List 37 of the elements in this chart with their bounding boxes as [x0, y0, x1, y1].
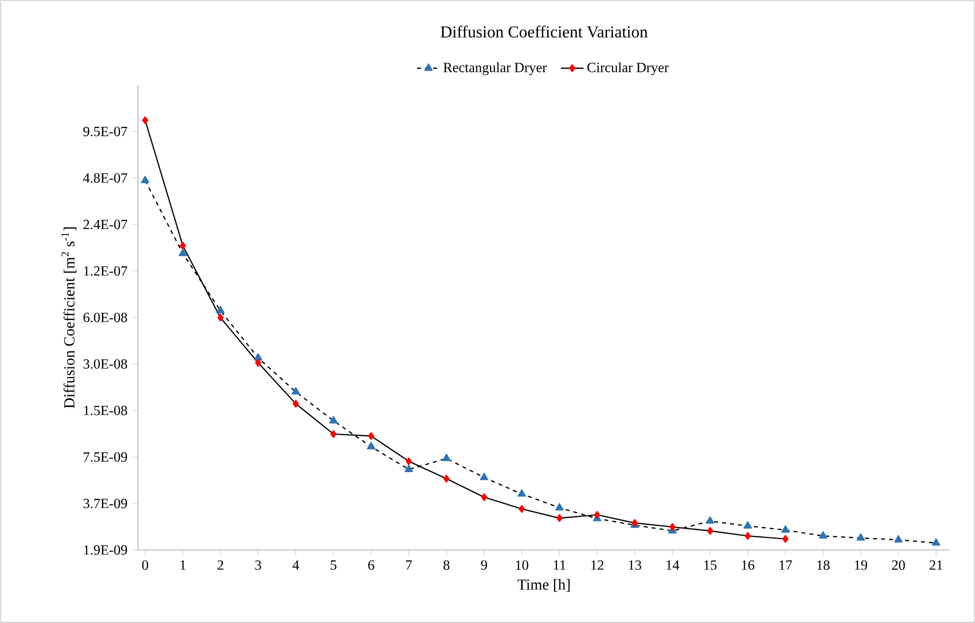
y-tick-label: 1.9E-09 [84, 545, 128, 555]
x-tick-label: 3 [255, 560, 262, 570]
y-tick-label: 4.8E-07 [83, 173, 128, 183]
x-tick-label: 20 [892, 560, 905, 570]
x-tick-label: 11 [554, 560, 566, 570]
x-tick-label: 17 [780, 560, 792, 570]
x-tick-label: 12 [591, 560, 604, 570]
y-tick-label: 1.2E-07 [84, 266, 128, 276]
chart-title: Diffusion Coefficient Variation [440, 26, 648, 38]
x-tick-label: 5 [330, 560, 336, 570]
x-tick-label: 21 [930, 560, 942, 570]
x-tick-label: 8 [443, 560, 450, 570]
x-tick-label: 9 [481, 560, 488, 570]
x-tick-label: 7 [406, 560, 412, 570]
y-tick-label: 2.4E-07 [83, 220, 128, 230]
x-tick-label: 13 [629, 560, 642, 570]
x-tick-label: 2 [218, 560, 224, 570]
x-tick-label: 18 [817, 560, 830, 570]
x-tick-label: 19 [854, 560, 868, 570]
y-tick-label: 1.5E-08 [84, 406, 128, 416]
x-tick-label: 6 [368, 560, 374, 570]
x-tick-label: 16 [742, 560, 754, 570]
x-tick-label: 10 [516, 560, 528, 570]
legend-label: Circular Dryer [587, 62, 669, 76]
y-axis-title: Diffusion Coefficient [m$^{2}$ s$^{-1}$] [61, 227, 76, 408]
x-tick-label: 1 [180, 560, 186, 570]
x-tick-label: 4 [292, 560, 300, 570]
x-tick-label: 0 [142, 560, 148, 570]
y-tick-label: 3.7E-09 [84, 498, 128, 508]
x-tick-label: 15 [704, 560, 717, 570]
x-tick-label: 14 [666, 560, 680, 570]
legend-label: Rectangular Dryer [444, 62, 547, 76]
x-axis-title: Time [h] [518, 579, 570, 592]
y-tick-label: 3.0E-08 [84, 359, 128, 369]
y-tick-label: 7.5E-09 [84, 452, 128, 462]
y-tick-label: 6.0E-08 [83, 312, 128, 322]
y-tick-label: 9.5E-07 [83, 126, 128, 136]
